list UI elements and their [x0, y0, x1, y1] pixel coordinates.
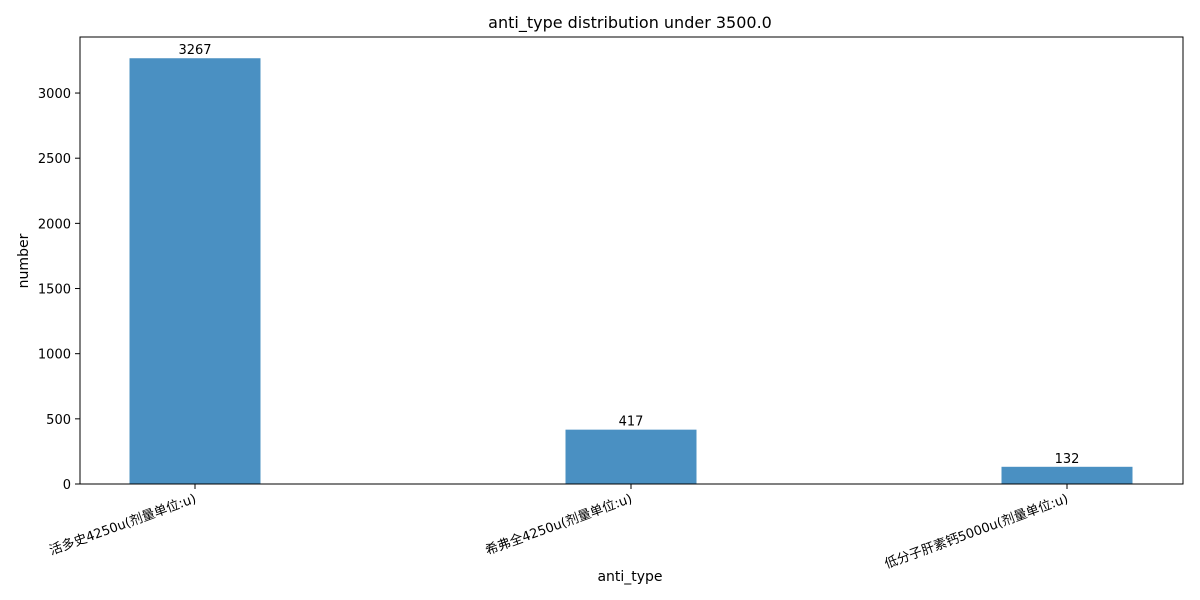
bar — [1001, 466, 1133, 484]
y-tick-label: 1000 — [38, 348, 71, 363]
chart-title: anti_type distribution under 3500.0 — [488, 13, 772, 33]
y-tick-label: 500 — [46, 413, 71, 428]
y-tick-label: 2000 — [38, 217, 71, 232]
plot-frame — [79, 36, 1184, 485]
bar-value-label: 3267 — [178, 43, 211, 58]
x-axis-title: anti_type — [597, 569, 662, 585]
x-tick-label: 希弗全4250u(剂量单位:u) — [483, 491, 634, 559]
x-tick-label: 活多史4250u(剂量单位:u) — [47, 491, 198, 559]
y-tick-label: 3000 — [38, 87, 71, 102]
bar — [565, 429, 697, 484]
bar — [129, 58, 261, 484]
y-tick-label: 0 — [63, 478, 71, 493]
bar-value-label: 132 — [1055, 452, 1080, 467]
x-tick-label: 低分子肝素钙5000u(剂量单位:u) — [883, 492, 1071, 572]
y-tick-label: 2500 — [38, 152, 71, 167]
bar-value-label: 417 — [619, 415, 644, 430]
y-axis-title: number — [16, 233, 32, 288]
y-tick-label: 1500 — [38, 283, 71, 298]
